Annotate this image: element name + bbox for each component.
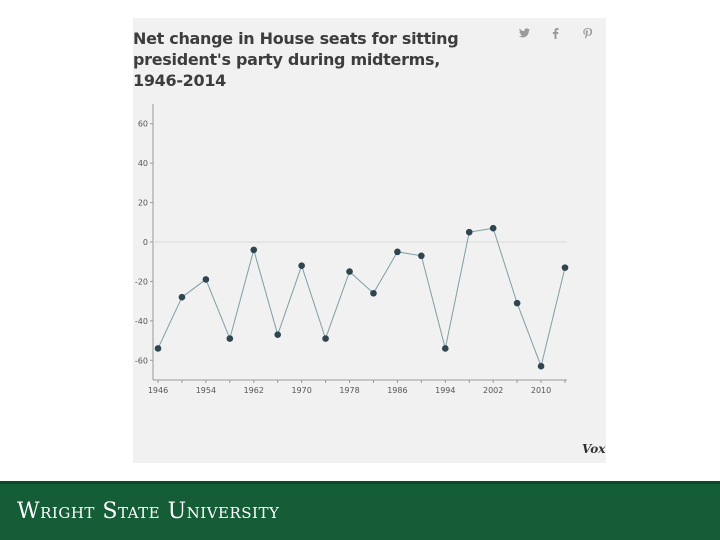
twitter-icon[interactable] — [519, 28, 530, 38]
x-tick-label: 1994 — [435, 386, 455, 395]
data-point-1966 — [274, 331, 282, 338]
x-tick-label: 1954 — [196, 386, 216, 395]
y-tick-label: -60 — [135, 356, 148, 365]
x-tick-label: 2002 — [483, 386, 503, 395]
vox-logo: Vox — [582, 442, 606, 456]
data-point-1986 — [394, 248, 401, 256]
y-tick-label: 0 — [143, 238, 148, 247]
footer-divider — [0, 481, 720, 484]
data-point-2006 — [513, 299, 521, 307]
data-point-1954 — [202, 276, 210, 283]
data-point-1982 — [370, 289, 377, 297]
data-point-1962 — [250, 246, 258, 254]
line-chart: 60 40 20 0 -20 -40 -60 1946 1954 1962 1970 1978 198… — [135, 104, 569, 395]
x-tick-label: 2010 — [531, 386, 551, 395]
data-point-1978 — [346, 268, 353, 275]
y-tick-label: -40 — [135, 317, 148, 326]
y-tick-label: 60 — [138, 120, 148, 129]
y-axis: 60 40 20 0 -20 -40 -60 — [135, 104, 154, 380]
data-point-1970 — [298, 262, 305, 269]
data-point-2002 — [489, 224, 497, 232]
data-point-2014 — [561, 264, 569, 271]
data-point-1958 — [226, 335, 234, 342]
chart-title: Net change in House seats for sitting pr… — [133, 29, 459, 90]
data-point-1950 — [178, 293, 186, 301]
x-tick-label: 1962 — [244, 386, 264, 395]
y-tick-label: -20 — [135, 277, 148, 286]
university-footer: Wright State University — [0, 481, 720, 540]
facebook-icon[interactable] — [552, 28, 559, 39]
data-point-1994 — [441, 345, 449, 352]
university-name: Wright State University — [17, 499, 280, 524]
x-tick-label: 1970 — [291, 386, 311, 395]
x-tick-label: 1986 — [387, 386, 407, 395]
data-point-1946 — [154, 345, 162, 352]
data-point-1998 — [465, 228, 473, 236]
pinterest-icon[interactable] — [583, 28, 592, 39]
y-tick-label: 20 — [138, 199, 148, 208]
y-tick-label: 40 — [138, 159, 148, 168]
x-axis: 1946 1954 1962 1970 1978 1986 1994 2002 2010 — [148, 379, 567, 395]
series-line — [157, 227, 566, 368]
x-tick-label: 1978 — [339, 386, 359, 395]
data-point-1974 — [322, 335, 329, 342]
data-point-1990 — [418, 252, 425, 260]
data-points — [154, 224, 569, 370]
chart-card: Net change in House seats for sitting pr… — [133, 18, 606, 463]
data-point-2010 — [537, 362, 545, 370]
x-tick-label: 1946 — [148, 386, 168, 395]
